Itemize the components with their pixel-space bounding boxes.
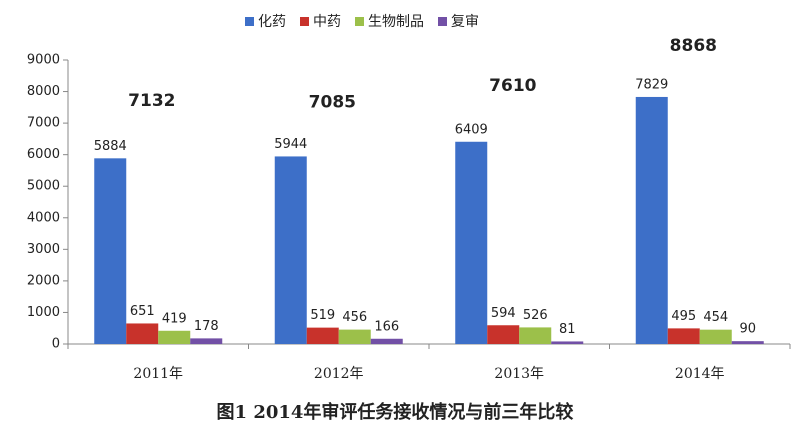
value-label: 419: [162, 311, 187, 326]
bar: [158, 330, 191, 344]
value-label: 90: [739, 322, 756, 337]
x-tick-label: 2014年: [675, 366, 725, 382]
value-label: 178: [194, 319, 219, 334]
value-label: 5944: [274, 137, 307, 152]
value-label: 651: [130, 304, 155, 319]
y-tick-label: 0: [52, 337, 60, 352]
value-label: 454: [703, 310, 728, 325]
value-label: 166: [374, 319, 399, 334]
y-tick-label: 3000: [27, 242, 60, 257]
bar: [94, 158, 127, 344]
bar: [667, 328, 700, 344]
y-tick-label: 9000: [27, 53, 60, 68]
bar: [306, 327, 339, 344]
value-label: 526: [523, 308, 548, 323]
bar: [126, 323, 159, 344]
legend-swatch: [355, 17, 364, 26]
legend-label: 中药: [313, 14, 341, 30]
value-label: 6409: [455, 122, 488, 137]
legend-swatch: [438, 17, 447, 26]
y-tick-label: 4000: [27, 210, 60, 225]
value-label: 5884: [94, 139, 127, 154]
bar: [487, 325, 520, 344]
value-label: 495: [671, 309, 696, 324]
bar: [370, 338, 403, 344]
y-tick-label: 1000: [27, 305, 60, 320]
chart-title: 图1 2014年审评任务接收情况与前三年比较: [217, 401, 574, 423]
bar: [338, 329, 371, 344]
value-label: 81: [559, 322, 576, 337]
value-label: 594: [491, 306, 516, 321]
total-label: 7085: [309, 92, 356, 112]
legend-label: 化药: [258, 14, 286, 30]
legend-swatch: [300, 17, 309, 26]
x-tick-label: 2011年: [133, 366, 183, 382]
y-tick-label: 5000: [27, 179, 60, 194]
legend-swatch: [245, 17, 254, 26]
y-tick-label: 8000: [27, 84, 60, 99]
y-tick-label: 6000: [27, 147, 60, 162]
value-label: 7829: [635, 77, 668, 92]
bar: [731, 341, 764, 344]
bar: [635, 96, 668, 344]
y-tick-label: 7000: [27, 116, 60, 131]
x-tick-label: 2012年: [314, 366, 364, 382]
total-label: 7132: [128, 91, 175, 111]
bar: [519, 327, 552, 344]
bar: [699, 329, 732, 344]
bar: [274, 156, 307, 344]
value-label: 519: [310, 308, 335, 323]
x-tick-label: 2013年: [494, 366, 544, 382]
total-label: 8868: [670, 36, 717, 56]
bar: [190, 338, 223, 344]
y-tick-label: 2000: [27, 273, 60, 288]
bar: [455, 141, 488, 344]
bar: [551, 341, 584, 344]
legend-label: 复审: [451, 13, 479, 30]
value-label: 456: [342, 310, 367, 325]
total-label: 7610: [489, 76, 536, 96]
legend-label: 生物制品: [368, 14, 424, 30]
